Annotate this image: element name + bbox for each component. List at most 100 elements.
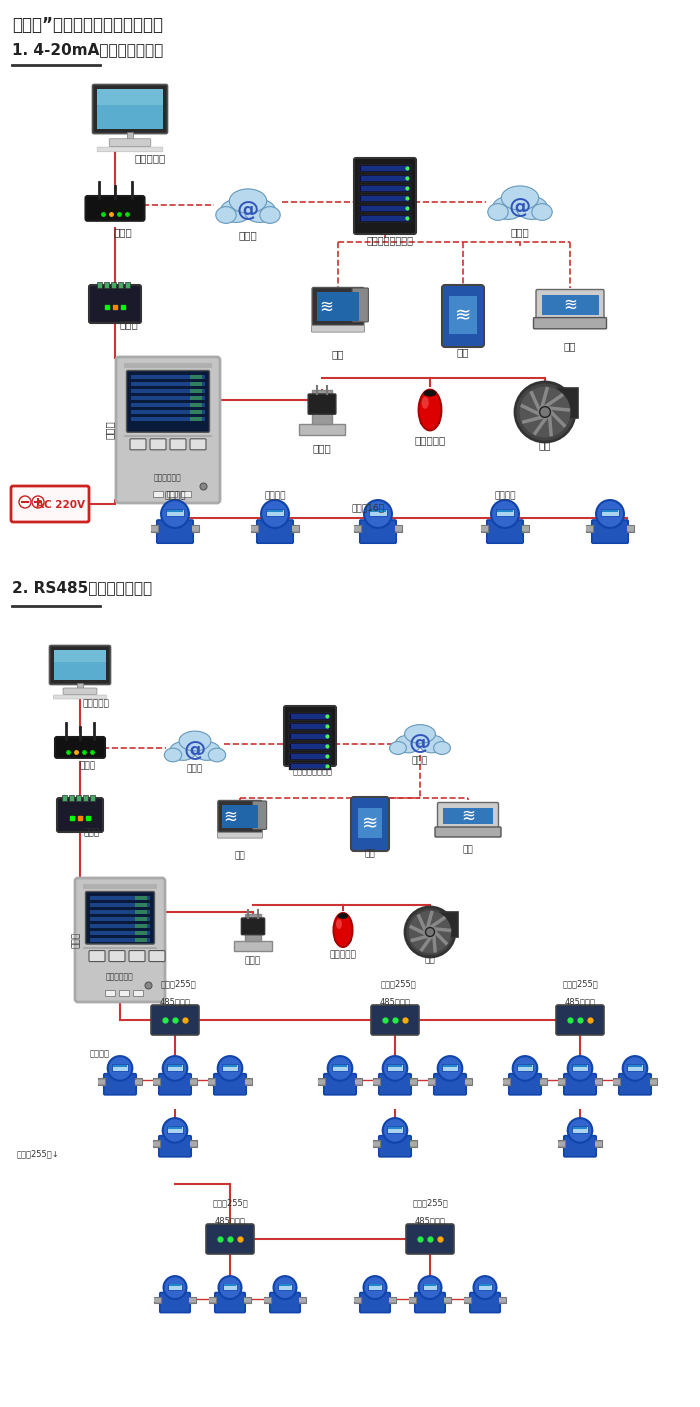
FancyBboxPatch shape xyxy=(109,139,150,146)
Text: 互联网: 互联网 xyxy=(510,227,529,236)
Text: 路由器: 路由器 xyxy=(113,227,132,236)
Bar xyxy=(135,1079,142,1085)
FancyBboxPatch shape xyxy=(57,798,103,832)
Circle shape xyxy=(32,497,44,508)
FancyBboxPatch shape xyxy=(284,706,336,765)
Circle shape xyxy=(540,407,550,418)
FancyBboxPatch shape xyxy=(360,521,396,543)
Bar xyxy=(291,725,329,729)
FancyBboxPatch shape xyxy=(160,1293,190,1313)
Circle shape xyxy=(568,1057,592,1081)
Bar xyxy=(503,1079,510,1085)
Text: 互联网: 互联网 xyxy=(412,757,428,765)
Bar xyxy=(369,1285,382,1286)
Circle shape xyxy=(419,1276,442,1299)
Bar xyxy=(209,1299,216,1303)
Bar xyxy=(153,1079,160,1083)
Bar xyxy=(464,1297,471,1303)
Bar xyxy=(135,903,147,908)
Circle shape xyxy=(519,387,570,438)
Bar xyxy=(251,525,258,532)
Bar xyxy=(124,435,212,436)
Text: 可连接255台: 可连接255台 xyxy=(380,979,416,989)
Bar xyxy=(90,910,150,915)
Bar xyxy=(292,526,299,532)
Ellipse shape xyxy=(501,186,539,210)
Bar xyxy=(602,509,618,512)
FancyBboxPatch shape xyxy=(159,1074,191,1095)
Bar xyxy=(168,1127,182,1128)
Bar xyxy=(465,1079,472,1083)
Bar xyxy=(650,1079,657,1083)
Bar xyxy=(153,1141,160,1145)
Bar xyxy=(153,1079,160,1085)
FancyBboxPatch shape xyxy=(509,1074,541,1095)
Bar xyxy=(499,1297,506,1303)
Ellipse shape xyxy=(333,913,353,947)
Bar xyxy=(190,1079,197,1083)
Text: 电磁阀: 电磁阀 xyxy=(245,957,261,965)
Bar xyxy=(190,381,202,386)
Circle shape xyxy=(164,1276,186,1299)
Text: 1. 4-20mA信号连接系统图: 1. 4-20mA信号连接系统图 xyxy=(12,42,163,58)
Bar xyxy=(595,1079,602,1085)
Circle shape xyxy=(218,1057,242,1081)
FancyBboxPatch shape xyxy=(619,1074,651,1095)
Text: ≋: ≋ xyxy=(461,808,475,825)
Text: @: @ xyxy=(409,733,431,753)
Bar xyxy=(613,1079,620,1085)
Bar xyxy=(354,1297,361,1303)
Bar xyxy=(62,795,67,801)
Bar xyxy=(318,1079,325,1083)
Bar xyxy=(97,281,102,288)
Bar xyxy=(97,89,163,106)
Bar xyxy=(190,1141,197,1145)
Text: @: @ xyxy=(237,200,259,219)
Ellipse shape xyxy=(216,207,236,224)
Bar xyxy=(627,1064,643,1071)
FancyBboxPatch shape xyxy=(536,290,604,321)
Bar xyxy=(370,509,386,512)
Bar xyxy=(613,1079,620,1083)
Circle shape xyxy=(108,1057,132,1081)
FancyBboxPatch shape xyxy=(379,1074,411,1095)
Bar xyxy=(595,1079,602,1083)
FancyBboxPatch shape xyxy=(442,286,484,348)
Bar xyxy=(355,1079,362,1085)
Bar xyxy=(423,1283,438,1290)
Bar xyxy=(359,184,411,191)
Text: ≋: ≋ xyxy=(455,307,471,325)
Bar xyxy=(354,525,361,532)
Bar xyxy=(76,795,81,801)
Bar xyxy=(189,1299,196,1303)
FancyBboxPatch shape xyxy=(75,878,165,1002)
Bar xyxy=(131,388,205,393)
FancyBboxPatch shape xyxy=(89,286,141,324)
Text: 可连接255台: 可连接255台 xyxy=(160,979,196,989)
Bar xyxy=(131,402,205,407)
Text: 路由器: 路由器 xyxy=(80,761,96,771)
Bar xyxy=(443,808,493,825)
Bar xyxy=(424,1285,436,1286)
Bar xyxy=(90,938,150,943)
Bar xyxy=(291,764,329,770)
Bar xyxy=(522,526,529,532)
Ellipse shape xyxy=(220,200,251,222)
Bar xyxy=(135,931,147,936)
Bar xyxy=(245,1079,252,1083)
Text: 转换器: 转换器 xyxy=(120,319,139,329)
FancyBboxPatch shape xyxy=(253,801,267,829)
Ellipse shape xyxy=(395,736,421,753)
Bar xyxy=(244,915,261,941)
Bar xyxy=(481,526,488,532)
Bar xyxy=(131,409,205,414)
Bar xyxy=(192,525,199,532)
Bar xyxy=(522,525,529,532)
Bar xyxy=(209,1297,216,1303)
Bar xyxy=(289,733,331,740)
Bar xyxy=(540,1079,547,1083)
FancyBboxPatch shape xyxy=(435,827,501,837)
Bar xyxy=(223,1065,237,1067)
Text: 信号输出: 信号输出 xyxy=(494,491,516,501)
Bar xyxy=(540,1079,547,1085)
